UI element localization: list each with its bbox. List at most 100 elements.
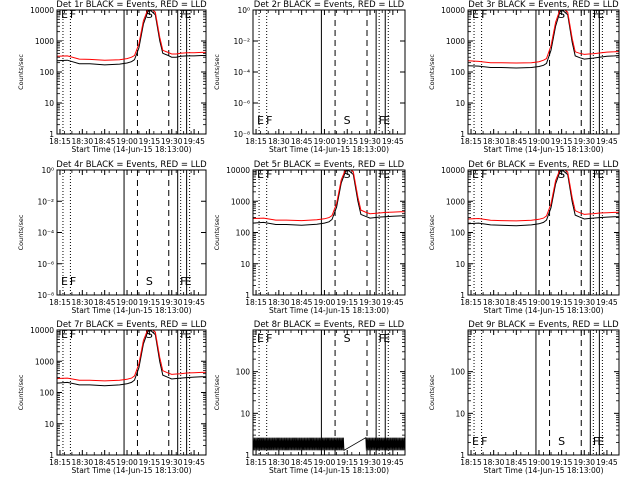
plot-frame xyxy=(56,9,207,135)
x-tick-label: 19:30 xyxy=(359,298,381,307)
y-tick-label: 1000 xyxy=(446,37,465,46)
marker-f: F xyxy=(266,332,272,345)
marker-s: S xyxy=(558,8,565,21)
panel-det-5: Det 5r BLACK = Events, RED = LLD Counts/s… xyxy=(213,160,406,315)
panel-title: Det 3r BLACK = Events, RED = LLD xyxy=(468,0,619,10)
x-tick-label: 18:30 xyxy=(268,137,290,146)
series-lld xyxy=(468,170,619,222)
y-tick-label: 10 xyxy=(455,409,465,418)
x-tick-label: 18:15 xyxy=(460,298,482,307)
y-tick-label: 100 xyxy=(451,368,466,377)
y-tick-label: 1000 xyxy=(231,197,250,206)
y-tick-label: 10 xyxy=(44,420,54,429)
marker-f: F xyxy=(180,275,186,288)
x-tick-label: 19:45 xyxy=(596,298,618,307)
x-tick-label: 19:30 xyxy=(359,137,381,146)
marker-f: F xyxy=(180,328,186,341)
x-tick-label: 18:30 xyxy=(483,298,505,307)
series-lld xyxy=(253,170,405,222)
y-tick-label: 10000 xyxy=(226,166,250,175)
marker-e: E xyxy=(597,435,604,448)
x-tick-label: 18:45 xyxy=(94,137,116,146)
x-axis-label: Start Time (14-Jun-15 18:13:00) xyxy=(269,306,389,315)
x-tick-label: 19:00 xyxy=(314,298,336,307)
plot-frame xyxy=(252,9,406,135)
x-tick-label: 18:15 xyxy=(245,458,267,467)
x-tick-label: 18:15 xyxy=(460,137,482,146)
y-tick-label: 1 xyxy=(460,291,465,300)
x-tick-label: 19:15 xyxy=(551,137,573,146)
series-lld xyxy=(57,330,206,382)
x-tick-label: 18:45 xyxy=(506,458,528,467)
y-tick-label: 10⁻⁸ xyxy=(233,130,250,139)
y-tick-label: 10 xyxy=(455,99,465,108)
y-tick-label: 10⁰ xyxy=(237,6,250,15)
panel-det-3: Det 3r BLACK = Events, RED = LLD Counts/s… xyxy=(428,0,620,154)
marker-f: F xyxy=(593,8,599,21)
marker-e: E xyxy=(185,275,192,288)
marker-e: E xyxy=(61,328,68,341)
y-tick-label: 100 xyxy=(451,68,466,77)
y-tick-label: 1 xyxy=(460,130,465,139)
y-tick-label: 1 xyxy=(460,451,465,460)
marker-f: F xyxy=(266,168,272,181)
marker-f: F xyxy=(180,8,186,21)
panel-title: Det 2r BLACK = Events, RED = LLD xyxy=(254,0,405,10)
y-tick-label: 10⁻⁶ xyxy=(233,99,250,108)
x-tick-label: 19:30 xyxy=(161,298,183,307)
marker-e: E xyxy=(597,8,604,21)
x-tick-label: 19:45 xyxy=(382,298,404,307)
x-tick-label: 19:30 xyxy=(359,458,381,467)
y-tick-label: 10⁻² xyxy=(37,197,54,206)
x-tick-label: 18:45 xyxy=(291,458,313,467)
x-tick-label: 19:00 xyxy=(116,137,138,146)
series-events xyxy=(468,170,619,227)
x-tick-label: 19:00 xyxy=(116,298,138,307)
panel-title: Det 8r BLACK = Events, RED = LLD xyxy=(254,320,405,330)
x-tick-label: 18:15 xyxy=(245,298,267,307)
y-tick-label: 1000 xyxy=(35,357,54,366)
y-axis-label: Counts/sec xyxy=(17,54,25,90)
panel-det-4: Det 4r BLACK = Events, RED = LLD Counts/s… xyxy=(17,160,207,315)
panel-det-1: Det 1r BLACK = Events, RED = LLD Counts/s… xyxy=(17,0,207,154)
marker-e: E xyxy=(257,168,264,181)
marker-e: E xyxy=(185,8,192,21)
plot-area xyxy=(57,10,206,66)
x-tick-label: 18:45 xyxy=(94,458,116,467)
x-tick-label: 18:30 xyxy=(72,458,94,467)
marker-e: E xyxy=(383,168,390,181)
y-axis-label: Counts/sec xyxy=(17,374,25,410)
series-lld xyxy=(57,10,206,61)
x-axis-label: Start Time (14-Jun-15 18:13:00) xyxy=(484,145,604,154)
marker-s: S xyxy=(146,8,153,21)
y-tick-label: 10000 xyxy=(30,326,54,335)
x-tick-label: 19:15 xyxy=(139,298,161,307)
marker-f: F xyxy=(379,114,385,127)
x-tick-label: 19:30 xyxy=(573,458,595,467)
y-tick-label: 10⁻⁴ xyxy=(233,68,250,77)
x-tick-label: 19:15 xyxy=(336,137,358,146)
y-tick-label: 10000 xyxy=(441,166,465,175)
plot-frame xyxy=(467,169,620,296)
y-tick-label: 100 xyxy=(40,389,55,398)
marker-e: E xyxy=(597,168,604,181)
x-tick-label: 18:45 xyxy=(291,137,313,146)
x-tick-label: 19:45 xyxy=(183,298,205,307)
x-tick-label: 18:15 xyxy=(460,458,482,467)
y-tick-label: 100 xyxy=(236,368,251,377)
marker-e: E xyxy=(185,328,192,341)
y-tick-label: 10000 xyxy=(441,6,465,15)
x-tick-label: 18:30 xyxy=(268,458,290,467)
plot-frame xyxy=(252,329,406,456)
x-axis-label: Start Time (14-Jun-15 18:13:00) xyxy=(269,466,389,475)
series-events-noise xyxy=(253,437,405,451)
x-tick-label: 18:45 xyxy=(506,137,528,146)
x-tick-label: 19:00 xyxy=(116,458,138,467)
marker-f: F xyxy=(70,275,76,288)
panel-det-6: Det 6r BLACK = Events, RED = LLD Counts/s… xyxy=(428,160,620,315)
x-axis-label: Start Time (14-Jun-15 18:13:00) xyxy=(72,466,192,475)
series-events xyxy=(57,330,206,387)
y-tick-label: 1 xyxy=(49,130,54,139)
plot-area xyxy=(468,170,619,227)
